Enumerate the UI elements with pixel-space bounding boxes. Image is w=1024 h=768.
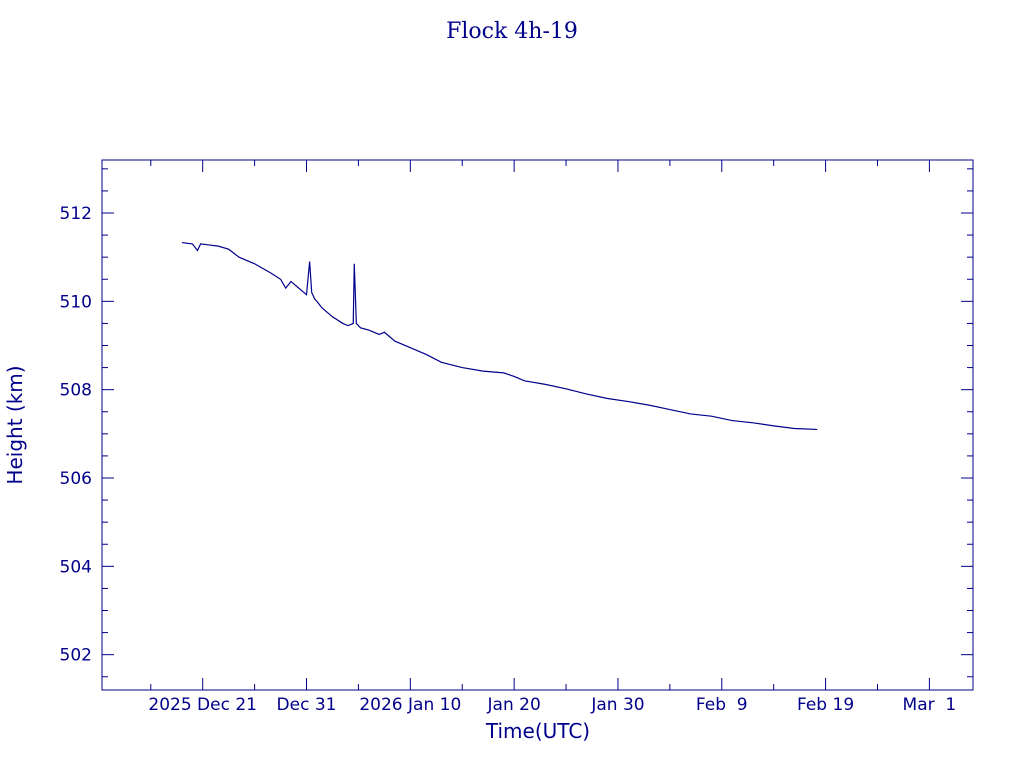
y-axis-label: Height (km)	[3, 365, 27, 484]
chart-title: Flock 4h-19	[446, 19, 578, 44]
x-tick-label: Jan 30	[590, 695, 644, 715]
y-tick-labels: 512 510 508 506 504 502	[60, 204, 92, 666]
y-tick-label: 506	[60, 469, 92, 489]
y-tick-label: 504	[60, 557, 92, 577]
axis-ticks	[102, 160, 973, 690]
plot-frame	[101, 159, 974, 691]
x-tick-label: 2025 Dec 21	[148, 695, 257, 715]
y-tick-label: 502	[60, 646, 92, 666]
x-tick-label: Jan 20	[487, 695, 541, 715]
x-tick-label: Feb 19	[797, 695, 854, 715]
series-line	[181, 241, 818, 431]
x-tick-label: Dec 31	[277, 695, 337, 715]
x-tick-label: Feb 9	[696, 695, 748, 715]
x-tick-label: 2026 Jan 10	[359, 695, 461, 715]
y-tick-label: 508	[60, 381, 92, 401]
y-tick-label: 510	[60, 292, 92, 312]
y-tick-label: 512	[60, 204, 92, 224]
x-axis-label: Time(UTC)	[485, 719, 590, 743]
x-tick-labels: 2025 Dec 21 Dec 31 2026 Jan 10 Jan 20 Jan 30…	[148, 695, 956, 715]
x-tick-label: Mar 1	[903, 695, 957, 715]
